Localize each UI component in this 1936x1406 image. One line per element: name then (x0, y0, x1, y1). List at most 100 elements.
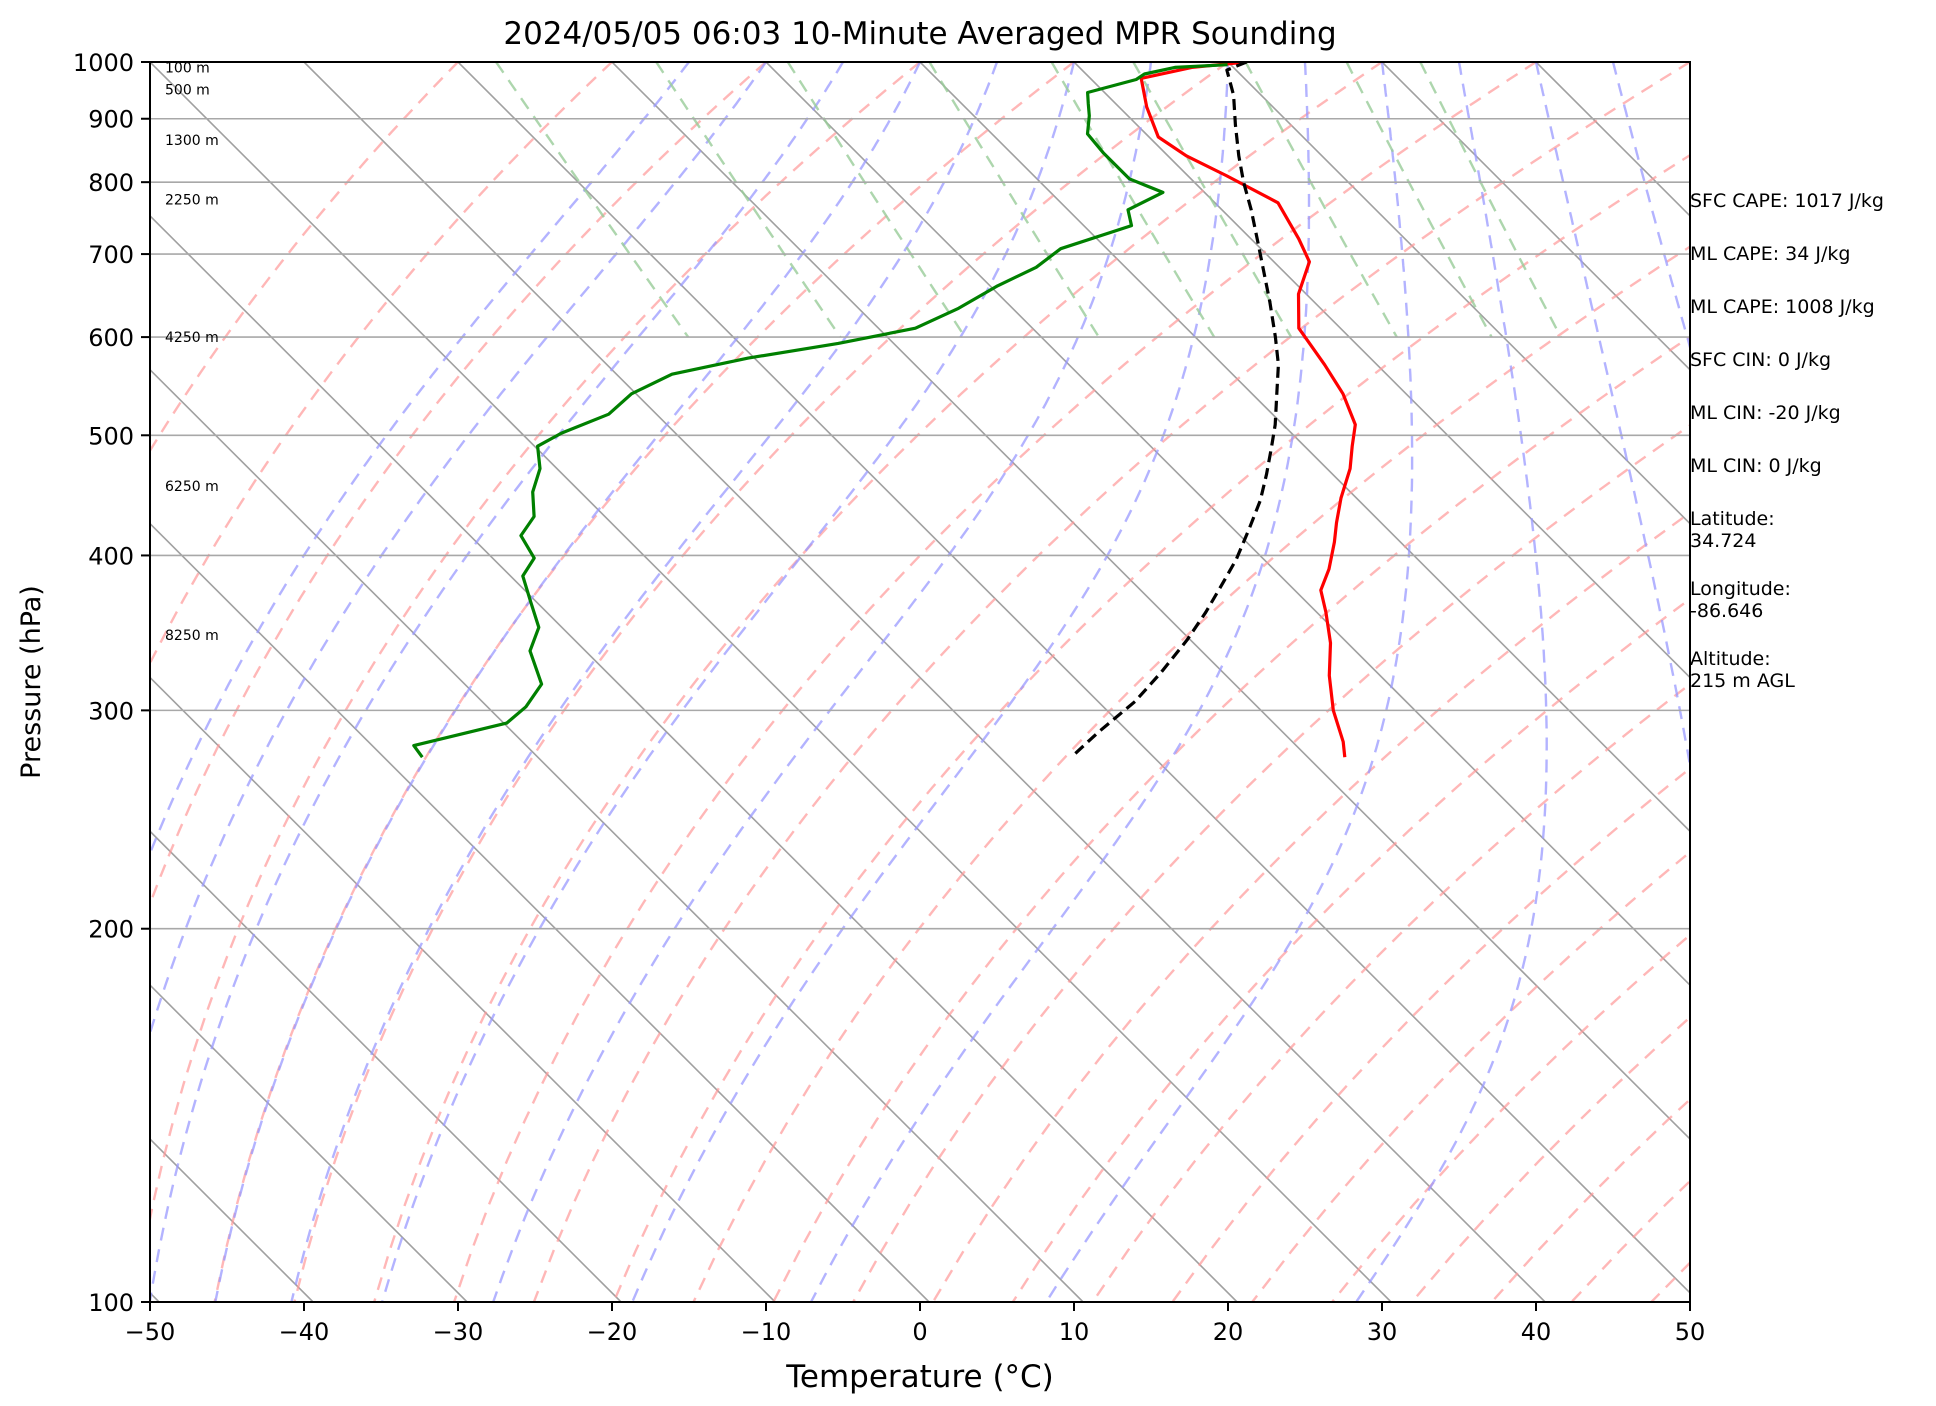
isotherm-line (150, 62, 1392, 1302)
plot-frame (149, 61, 1691, 1303)
altitude-block: Altitude: 215 m AGL (1690, 648, 1930, 692)
x-tick-label: −10 (741, 1318, 792, 1346)
ml-cape-text-2: ML CAPE: 1008 J/kg (1690, 296, 1875, 318)
ml-cin-text: ML CIN: -20 J/kg (1690, 402, 1841, 424)
y-tick-label: 900 (88, 106, 134, 134)
x-tick-label: 30 (1367, 1318, 1398, 1346)
moist-adiabat-line (150, 62, 690, 857)
mixing-ratio-line (928, 62, 1100, 338)
x-tick-label: 50 (1675, 1318, 1706, 1346)
moist-adiabat-line (1045, 62, 1414, 1302)
x-tick-label: 0 (912, 1318, 927, 1346)
y-tick-label: 1000 (73, 49, 134, 77)
longitude-label: Longitude: (1690, 578, 1791, 600)
dry-adiabat-line (532, 62, 1690, 1302)
dry-adiabat-line (612, 153, 1690, 1302)
moist-adiabat-line (214, 62, 922, 1302)
isotherm-line (1381, 62, 1690, 371)
latitude-block: Latitude: 34.724 (1690, 508, 1930, 552)
dry-adiabat-line (373, 62, 1383, 1302)
sounding-traces (412, 62, 1357, 759)
x-tick-label: 10 (1059, 1318, 1090, 1346)
isotherm-line (0, 62, 5, 1302)
moist-adiabat-line (150, 62, 845, 1302)
mixing-ratio-line (1345, 62, 1493, 338)
y-axis-ticks: 100 200 300 400 500 600 700 800 900 1000 (73, 49, 150, 1317)
y-tick-label: 600 (88, 324, 134, 352)
dry-adiabat-line (150, 62, 459, 453)
longitude-block: Longitude: -86.646 (1690, 578, 1930, 622)
moist-adiabat-line (1355, 62, 1548, 1302)
isotherm-line (150, 522, 930, 1302)
sounding-series-0 (1139, 62, 1357, 758)
dry-adiabat-line (452, 62, 1537, 1302)
height-label: 500 m (165, 83, 210, 99)
sounding-series-1 (412, 63, 1228, 759)
x-tick-label: −40 (279, 1318, 330, 1346)
isotherm-line (150, 676, 776, 1302)
y-axis-label: Pressure (hPa) (16, 585, 47, 779)
isotherm-line (765, 62, 1690, 987)
y-tick-label: 300 (88, 697, 134, 725)
isotherm-line (150, 984, 468, 1302)
altitude-label: Altitude: (1690, 648, 1771, 670)
x-axis-ticks: −50 −40 −30 −20 −10 0 10 20 30 40 50 (125, 1302, 1706, 1346)
longitude-value: -86.646 (1690, 600, 1764, 622)
dry-adiabat-line (150, 62, 767, 908)
x-tick-label: −50 (125, 1318, 176, 1346)
altitude-value: 215 m AGL (1690, 670, 1795, 692)
y-tick-label: 400 (88, 542, 134, 570)
x-tick-label: −20 (587, 1318, 638, 1346)
x-tick-label: 20 (1213, 1318, 1244, 1346)
height-label: 100 m (165, 60, 210, 76)
sfc-cape-text: SFC CAPE: 1017 J/kg (1690, 190, 1884, 212)
isotherm-line (150, 214, 1238, 1302)
isotherm-line (1073, 62, 1690, 679)
mixing-ratio-line (786, 62, 967, 338)
moist-adiabat-line (290, 62, 999, 1302)
isotherm-line (919, 62, 1690, 833)
height-label: 8250 m (165, 628, 219, 644)
moist-adiabat-line (1611, 62, 1690, 352)
x-tick-label: 40 (1521, 1318, 1552, 1346)
sfc-cin-text: SFC CIN: 0 J/kg (1690, 349, 1832, 371)
height-labels: 8250 m 6250 m 4250 m 2250 m 1300 m 500 m 100 m (165, 60, 219, 644)
y-tick-label: 700 (88, 241, 134, 269)
height-label: 1300 m (165, 133, 219, 149)
background-reference-lines (0, 62, 1690, 1302)
isotherm-line (150, 830, 622, 1302)
ml-cape-text: ML CAPE: 34 J/kg (1690, 243, 1851, 265)
mixing-ratio-line (1419, 62, 1562, 338)
y-tick-label: 200 (88, 916, 134, 944)
height-label: 4250 m (165, 330, 219, 346)
height-label: 6250 m (165, 479, 219, 495)
pressure-gridlines (150, 117, 1690, 930)
moist-adiabat-line (631, 62, 1230, 1302)
isotherm-line (1227, 62, 1690, 525)
sounding-series-2 (1072, 62, 1280, 757)
moist-adiabat-line (809, 62, 1311, 1302)
chart-title: 2024/05/05 06:03 10-Minute Averaged MPR … (503, 16, 1336, 52)
latitude-label: Latitude: (1690, 508, 1775, 530)
ml-cin-text-2: ML CIN: 0 J/kg (1690, 455, 1822, 477)
moist-adiabat-line (381, 62, 1076, 1302)
dry-adiabat-line (772, 335, 1690, 1302)
y-tick-label: 800 (88, 169, 134, 197)
isotherm-line (457, 62, 1690, 1295)
sounding-parameters-panel: SFC CAPE: 1017 J/kg ML CAPE: 34 J/kg ML … (1690, 190, 1930, 718)
moist-adiabat-line (492, 62, 1153, 1302)
mixing-ratio-line (495, 62, 690, 338)
isotherm-line (150, 368, 1084, 1302)
dry-adiabat-line (692, 245, 1690, 1302)
dry-adiabat-line (150, 62, 921, 1225)
y-tick-label: 100 (88, 1289, 134, 1317)
latitude-value: 34.724 (1690, 530, 1757, 552)
moist-adiabat-line (150, 62, 767, 1038)
y-tick-label: 500 (88, 422, 134, 450)
x-axis-label: Temperature (°C) (785, 1359, 1054, 1395)
moist-adiabat-line (1534, 62, 1690, 772)
height-label: 2250 m (165, 192, 219, 208)
x-tick-label: −30 (433, 1318, 484, 1346)
mixing-ratio-line (1050, 62, 1216, 338)
